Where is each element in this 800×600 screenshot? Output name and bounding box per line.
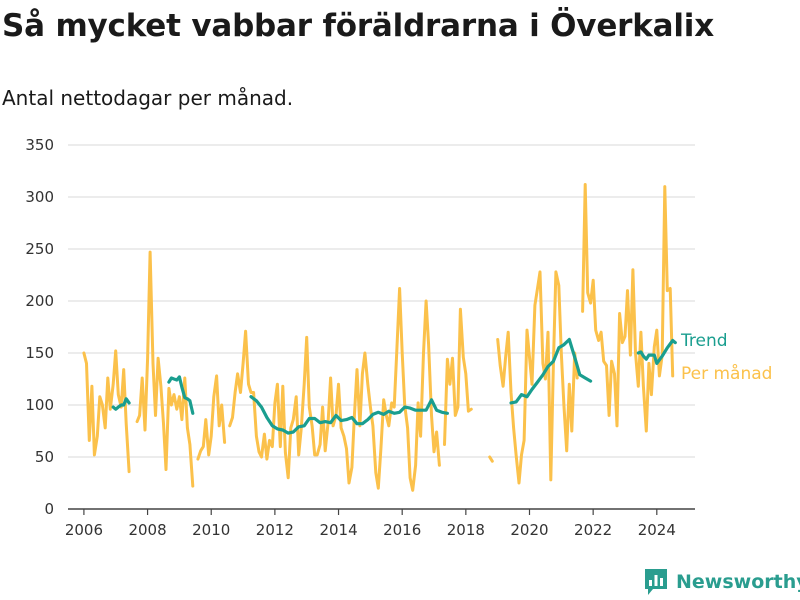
y-tick-label: 300	[25, 188, 54, 206]
x-tick-label: 2014	[319, 521, 357, 539]
y-tick-label: 50	[35, 448, 54, 466]
series-line-monthly	[82, 183, 675, 492]
y-tick-label: 250	[25, 240, 54, 258]
y-axis: 0 50 100 150 200 250 300 350	[25, 136, 54, 518]
series-line-trend	[111, 337, 677, 435]
x-tick-label: 2010	[192, 521, 230, 539]
x-tick-label: 2008	[128, 521, 166, 539]
x-tick-label: 2012	[256, 521, 294, 539]
newsworthy-brand[interactable]: Newsworthy	[645, 569, 800, 595]
legend-label-trend: Trend	[680, 331, 728, 351]
series-lines	[82, 183, 677, 492]
brand-name: Newsworthy	[676, 571, 800, 593]
y-tick-label: 350	[25, 136, 54, 154]
x-tick-label: 2024	[638, 521, 676, 539]
x-tick-label: 2006	[65, 521, 103, 539]
x-tick-label: 2016	[383, 521, 421, 539]
y-tick-label: 150	[25, 344, 54, 362]
x-tick-label: 2022	[574, 521, 612, 539]
x-axis: 2006 2008 2010 2012 2014 2016 2018 2020 2022 2024	[65, 508, 695, 539]
y-tick-label: 100	[25, 396, 54, 414]
chart-subtitle: Antal nettodagar per månad.	[2, 86, 294, 110]
y-tick-label: 0	[44, 500, 54, 518]
legend-label-monthly: Per månad	[681, 363, 772, 384]
bar-chart-logo-icon	[645, 569, 667, 595]
chart-title: Så mycket vabbar föräldrarna i Överkalix	[2, 8, 715, 44]
x-tick-label: 2020	[510, 521, 548, 539]
x-tick-label: 2018	[447, 521, 485, 539]
legend: Trend Per månad	[680, 331, 772, 384]
y-tick-label: 200	[25, 292, 54, 310]
